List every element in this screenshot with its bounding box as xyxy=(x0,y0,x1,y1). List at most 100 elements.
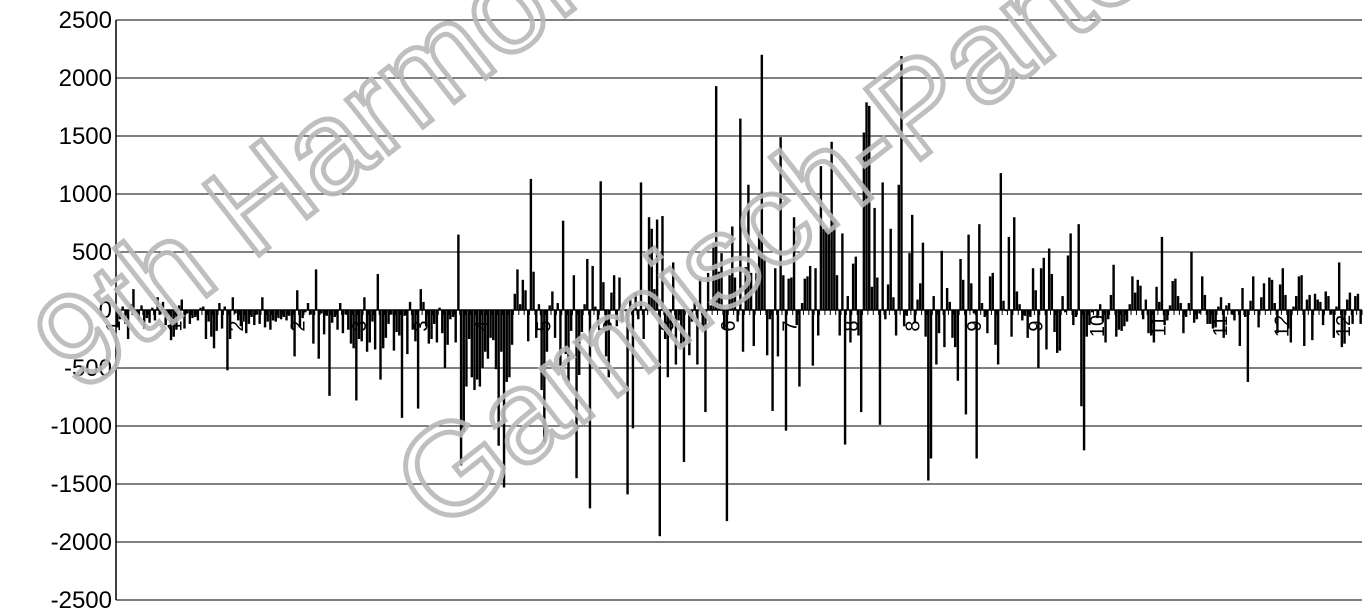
data-bar xyxy=(1061,296,1064,310)
data-bar xyxy=(481,310,484,368)
x-tick-label: 6 xyxy=(657,320,679,331)
data-bar xyxy=(403,310,406,316)
data-bar xyxy=(765,310,769,356)
data-bar xyxy=(669,310,672,337)
data-bar xyxy=(599,181,602,310)
data-bar xyxy=(1284,294,1287,310)
data-bar xyxy=(290,310,294,329)
data-bar xyxy=(1123,310,1126,327)
data-bar xyxy=(851,263,855,310)
data-bar xyxy=(169,310,173,341)
data-bar xyxy=(873,207,876,310)
data-bar xyxy=(620,310,624,322)
data-bar xyxy=(749,272,753,310)
data-bar xyxy=(1141,310,1145,320)
data-bar xyxy=(304,310,307,313)
data-bar xyxy=(596,310,600,324)
data-bar xyxy=(910,214,914,310)
data-bar xyxy=(1257,310,1260,328)
data-bar xyxy=(255,310,259,315)
data-bar xyxy=(333,310,337,317)
y-tick-label: -2000 xyxy=(51,529,112,556)
data-bar xyxy=(1149,310,1153,336)
data-bar xyxy=(175,310,178,330)
data-bar xyxy=(510,310,514,345)
data-bar xyxy=(688,310,691,356)
data-bar xyxy=(798,310,801,387)
data-bar xyxy=(680,310,683,348)
data-bar xyxy=(172,310,175,337)
data-bar xyxy=(964,310,968,415)
data-bar xyxy=(841,233,844,310)
data-bar xyxy=(449,310,452,320)
data-bar xyxy=(704,310,707,413)
data-bar xyxy=(390,310,393,315)
data-bar xyxy=(677,310,680,321)
data-bar xyxy=(655,219,659,310)
data-bar xyxy=(1104,310,1107,343)
data-bar xyxy=(986,310,989,334)
x-tick-label: 12 xyxy=(1333,315,1355,337)
data-bar xyxy=(406,310,409,355)
data-bar xyxy=(1074,310,1078,317)
data-bar xyxy=(1174,278,1177,310)
data-bar xyxy=(492,310,495,341)
data-bar xyxy=(1047,248,1051,310)
x-tick-label: 7 xyxy=(780,320,802,331)
data-bar xyxy=(618,277,621,310)
data-bar xyxy=(639,182,643,310)
x-tick-label: 8 xyxy=(903,320,925,331)
data-bar xyxy=(548,305,551,310)
data-bar xyxy=(663,310,667,339)
data-bar xyxy=(857,310,860,336)
data-bar xyxy=(970,283,973,310)
data-bar xyxy=(594,306,597,310)
data-bar xyxy=(489,310,492,338)
data-bar xyxy=(352,310,355,349)
data-bar xyxy=(881,182,884,310)
data-bar xyxy=(733,277,737,310)
data-bar xyxy=(1297,276,1301,310)
data-bar xyxy=(1176,296,1180,310)
data-bar xyxy=(1021,310,1024,321)
data-bar xyxy=(301,310,304,319)
data-bar xyxy=(212,310,216,349)
data-bar xyxy=(242,310,245,322)
x-tick-label: 2 xyxy=(288,320,310,331)
data-bar xyxy=(1278,284,1282,310)
y-tick-label: 2500 xyxy=(59,7,112,34)
data-bar xyxy=(612,275,616,310)
data-bar xyxy=(419,289,422,310)
data-bar xyxy=(972,310,976,314)
data-bar xyxy=(637,310,640,320)
data-bar xyxy=(180,299,183,310)
data-bar xyxy=(1160,236,1164,310)
data-bar xyxy=(387,310,390,324)
data-bar xyxy=(1171,281,1174,310)
y-tick-label: 2000 xyxy=(59,65,112,92)
data-bar xyxy=(314,269,318,310)
data-bar xyxy=(1311,310,1314,341)
data-bar xyxy=(1163,310,1166,326)
data-bar xyxy=(1064,310,1067,313)
data-bar xyxy=(134,310,138,313)
data-bar xyxy=(951,310,954,338)
data-bar xyxy=(953,310,957,348)
data-bar xyxy=(706,272,710,310)
data-bar xyxy=(438,307,441,310)
data-bar xyxy=(784,310,788,431)
data-bar xyxy=(672,262,675,310)
data-bar xyxy=(234,310,237,314)
data-bar xyxy=(325,310,329,316)
data-bar xyxy=(317,310,320,359)
data-bar xyxy=(484,310,487,352)
data-bar xyxy=(336,310,339,330)
data-bar xyxy=(653,289,656,310)
data-bar xyxy=(422,301,425,310)
data-bar xyxy=(443,310,447,368)
data-bar xyxy=(1034,290,1037,310)
x-tick-label: 4 xyxy=(472,320,494,331)
data-bar xyxy=(776,310,780,357)
data-bar xyxy=(269,310,272,330)
data-bar xyxy=(586,258,589,310)
